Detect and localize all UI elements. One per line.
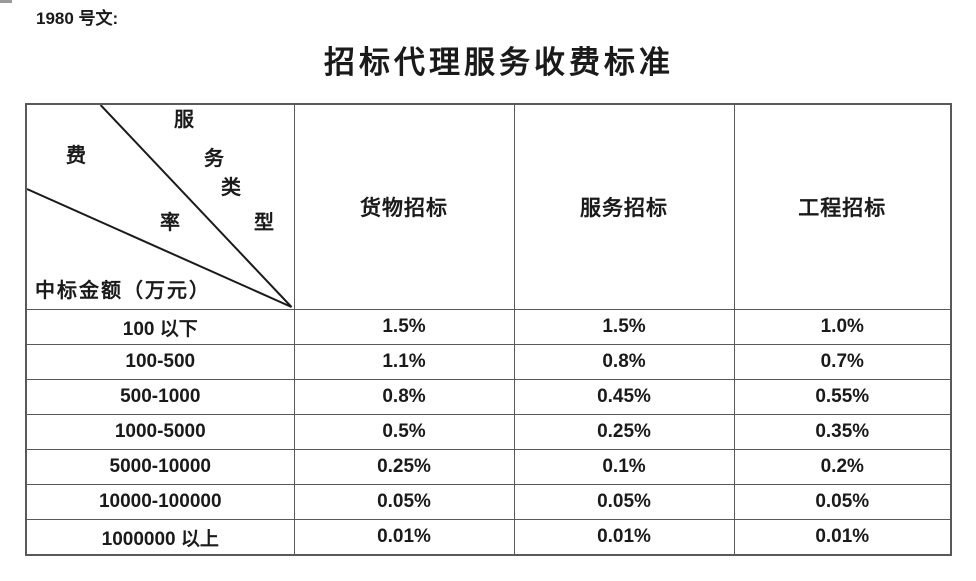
rate-cell: 0.8% (513, 344, 735, 380)
table-row: 1000000 以上 0.01% 0.01% 0.01% (25, 519, 952, 556)
rate-cell: 0.25% (293, 449, 515, 485)
rate-cell: 0.45% (513, 379, 735, 415)
rate-cell: 0.01% (293, 519, 515, 556)
column-header-services: 服务招标 (513, 103, 735, 310)
table-row: 100-500 1.1% 0.8% 0.7% (25, 344, 952, 380)
fee-standard-table: 服 费 务 类 率 型 中标金额（万元） 货物招标 服务招标 工程招标 100 … (25, 103, 952, 556)
column-header-goods: 货物招标 (293, 103, 515, 310)
table-row: 500-1000 0.8% 0.45% 0.55% (25, 379, 952, 415)
corner-header-cell: 服 费 务 类 率 型 中标金额（万元） (25, 103, 295, 310)
rate-cell: 0.55% (733, 379, 952, 415)
rate-cell: 0.35% (733, 414, 952, 450)
row-label: 1000-5000 (25, 414, 295, 450)
rate-cell: 0.25% (513, 414, 735, 450)
page-title: 招标代理服务收费标准 (324, 45, 674, 80)
rate-cell: 1.1% (293, 344, 515, 380)
row-label: 10000-100000 (25, 484, 295, 520)
corner-char-fu: 服 (174, 109, 194, 131)
table-row: 10000-100000 0.05% 0.05% 0.05% (25, 484, 952, 520)
rate-cell: 0.05% (513, 484, 735, 520)
corner-amount-label: 中标金额（万元） (35, 280, 211, 302)
row-label: 1000000 以上 (25, 519, 295, 556)
rate-cell: 1.5% (513, 309, 735, 345)
header-row: 服 费 务 类 率 型 中标金额（万元） 货物招标 服务招标 工程招标 (25, 103, 952, 310)
rate-cell: 0.5% (293, 414, 515, 450)
page-edge-artifact (0, 0, 12, 3)
rate-cell: 1.0% (733, 309, 952, 345)
rate-cell: 0.2% (733, 449, 952, 485)
corner-char-lv: 率 (160, 212, 180, 234)
row-label: 100 以下 (25, 309, 295, 345)
table-row: 5000-10000 0.25% 0.1% 0.2% (25, 449, 952, 485)
corner-char-lei: 类 (221, 177, 241, 199)
corner-char-wu: 务 (204, 148, 224, 170)
rate-cell: 0.01% (513, 519, 735, 556)
rate-cell: 0.05% (733, 484, 952, 520)
rate-cell: 0.8% (293, 379, 515, 415)
rate-cell: 0.05% (293, 484, 515, 520)
row-label: 500-1000 (25, 379, 295, 415)
row-label: 5000-10000 (25, 449, 295, 485)
rate-cell: 0.01% (733, 519, 952, 556)
diagonal-divider-lines (27, 105, 293, 308)
corner-char-fei: 费 (66, 145, 86, 167)
table-row: 100 以下 1.5% 1.5% 1.0% (25, 309, 952, 345)
rate-cell: 1.5% (293, 309, 515, 345)
rate-cell: 0.1% (513, 449, 735, 485)
row-label: 100-500 (25, 344, 295, 380)
corner-char-xing: 型 (254, 212, 274, 234)
table-row: 1000-5000 0.5% 0.25% 0.35% (25, 414, 952, 450)
rate-cell: 0.7% (733, 344, 952, 380)
doc-number-label: 1980 号文: (36, 9, 119, 28)
column-header-works: 工程招标 (733, 103, 952, 310)
